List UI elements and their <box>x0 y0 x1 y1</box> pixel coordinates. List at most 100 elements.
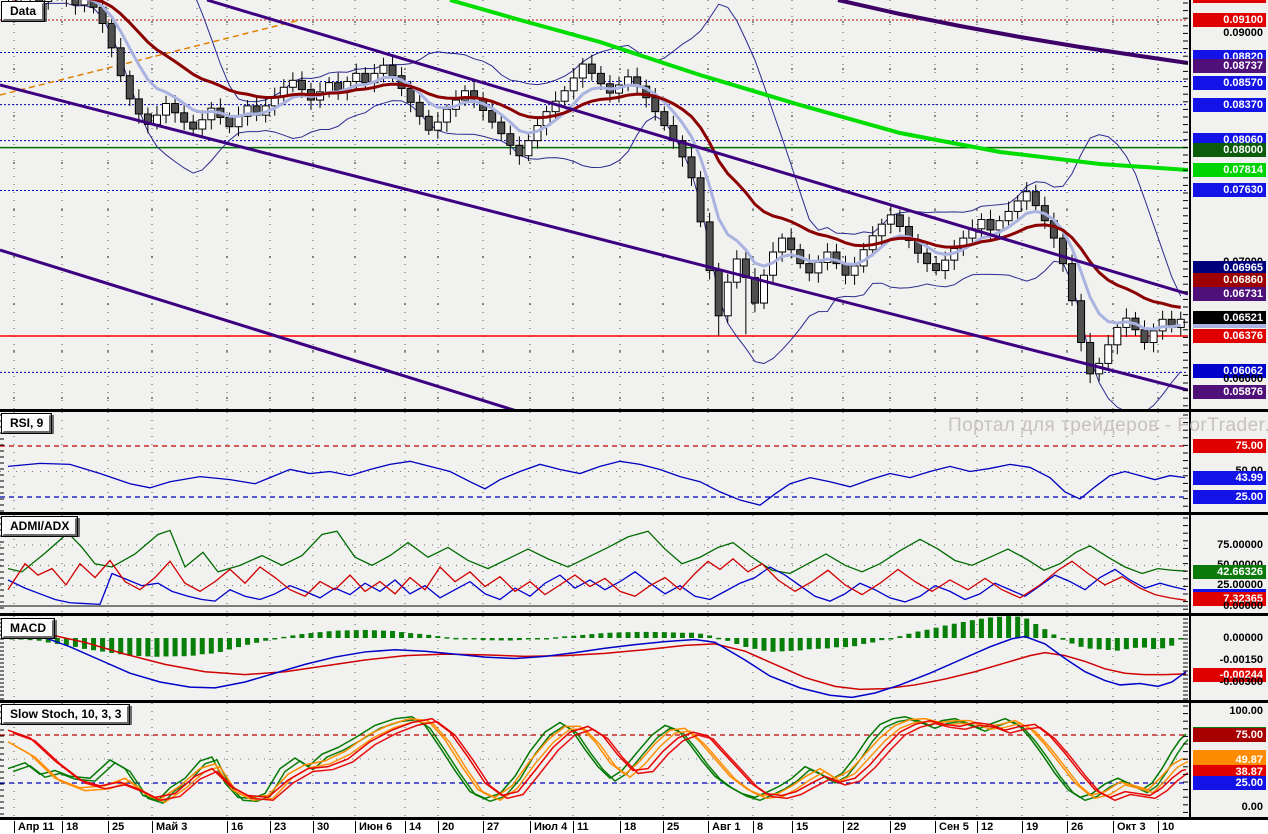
price-axis-label: 0.07814 <box>1193 163 1266 177</box>
price-axis-label: 100.00 <box>1229 705 1263 717</box>
panel-separator <box>0 817 1268 820</box>
price-axis-label: 0.06860 <box>1193 273 1266 287</box>
time-axis-tick <box>708 821 709 833</box>
time-axis-tick <box>14 821 15 833</box>
price-axis-label: 0.07630 <box>1193 183 1266 197</box>
rsi-panel-layer <box>0 412 1188 512</box>
time-axis-tick <box>108 821 109 833</box>
stoch-panel-layer <box>0 703 1188 817</box>
main-panel-layer <box>0 0 1188 409</box>
time-axis-label: 23 <box>274 821 287 833</box>
time-axis-label: 18 <box>624 821 637 833</box>
panel-separator[interactable] <box>0 700 1268 703</box>
price-axis-label: 0.06965 <box>1193 261 1266 275</box>
time-axis-label: 19 <box>1026 821 1039 833</box>
price-axis-label: 75.00 <box>1193 728 1266 742</box>
price-axis-label: 0.06376 <box>1193 329 1266 343</box>
price-axis-label: -0.00300 <box>1219 676 1263 688</box>
time-axis[interactable]: Апр 11 18 25 Май 3 16 23 30 Июн 6 14 20 27 Июл 4 11 1… <box>0 820 1268 834</box>
price-axis-label: 0.08000 <box>1193 143 1266 157</box>
time-axis-tick <box>355 821 356 833</box>
data-window-button[interactable]: Data <box>0 1 46 22</box>
time-axis-tick <box>1158 821 1159 833</box>
adx-panel-layer <box>0 515 1188 613</box>
time-axis-tick <box>530 821 531 833</box>
time-axis-tick <box>792 821 793 833</box>
price-axis-label: 0.09000 <box>1223 27 1263 39</box>
time-axis-label: 14 <box>409 821 422 833</box>
time-axis-label: 25 <box>667 821 680 833</box>
price-axis-label: 75.00 <box>1193 439 1266 453</box>
time-axis-label: Окт 3 <box>1117 821 1146 833</box>
price-axis-label: -0.00150 <box>1219 654 1263 666</box>
macd-panel-label[interactable]: MACD <box>1 618 55 639</box>
time-axis-label: 8 <box>757 821 764 833</box>
price-axis-label: 0.08370 <box>1193 98 1266 112</box>
panel-separator[interactable] <box>0 512 1268 515</box>
price-axis-label: 0.00 <box>1241 801 1263 813</box>
stoch-panel-label[interactable]: Slow Stoch, 10, 3, 3 <box>0 704 131 725</box>
time-axis-tick <box>620 821 621 833</box>
price-axis-sliver <box>1193 589 1266 593</box>
time-axis-label: 12 <box>981 821 994 833</box>
price-axis-sliver <box>1193 750 1266 754</box>
time-axis-label: Июл 4 <box>534 821 568 833</box>
time-axis-tick <box>438 821 439 833</box>
time-axis-label: 25 <box>112 821 125 833</box>
time-axis-tick <box>152 821 153 833</box>
time-axis-label: 10 <box>1162 821 1175 833</box>
price-axis-label: 0.06062 <box>1193 364 1266 378</box>
time-axis-tick <box>1113 821 1114 833</box>
time-axis-tick <box>62 821 63 833</box>
time-axis-label: 22 <box>847 821 860 833</box>
panel-separator[interactable] <box>0 409 1268 412</box>
time-axis-label: 30 <box>317 821 330 833</box>
time-axis-label: 18 <box>66 821 79 833</box>
price-axis-label: 42.66326 <box>1193 565 1266 579</box>
time-axis-label: Июн 6 <box>359 821 393 833</box>
adx-panel-label[interactable]: ADMI/ADX <box>0 516 79 537</box>
time-axis-tick <box>1022 821 1023 833</box>
time-axis-label: Сен 5 <box>939 821 969 833</box>
time-axis-tick <box>753 821 754 833</box>
time-axis-tick <box>227 821 228 833</box>
panel-separator[interactable] <box>0 613 1268 616</box>
time-axis-label: Май 3 <box>156 821 188 833</box>
time-axis-label: 15 <box>796 821 809 833</box>
macd-panel-layer <box>7 616 1187 700</box>
time-axis-tick <box>977 821 978 833</box>
price-axis-label: 75.00000 <box>1217 539 1263 551</box>
rsi-panel-label[interactable]: RSI, 9 <box>0 413 53 434</box>
price-axis-label: 0.08737 <box>1193 59 1266 73</box>
time-axis-label: Авг 1 <box>712 821 741 833</box>
time-axis-tick <box>483 821 484 833</box>
price-axis-label: 25.00 <box>1193 776 1266 790</box>
price-axis-label: 0.00000 <box>1223 600 1263 612</box>
time-axis-tick <box>890 821 891 833</box>
price-axis-label: 0.09300 <box>1193 0 1266 3</box>
price-axis-label: 0.08570 <box>1193 76 1266 90</box>
candles-layer <box>8 0 1185 384</box>
time-axis-label: 27 <box>487 821 500 833</box>
time-axis-tick <box>313 821 314 833</box>
price-axis-label: 0.00000 <box>1223 632 1263 644</box>
price-axis-label: 43.99 <box>1193 471 1266 485</box>
time-axis-tick <box>573 821 574 833</box>
price-axis-label: 0.06521 <box>1193 311 1266 325</box>
price-axis-label: 0.06731 <box>1193 287 1266 301</box>
time-axis-tick <box>935 821 936 833</box>
time-axis-tick <box>1067 821 1068 833</box>
time-axis-tick <box>663 821 664 833</box>
price-axis-label: 49.87 <box>1193 753 1266 767</box>
time-axis-tick <box>405 821 406 833</box>
time-axis-label: 11 <box>577 821 589 833</box>
time-axis-label: 29 <box>894 821 907 833</box>
time-axis-label: 26 <box>1071 821 1084 833</box>
time-axis-label: 20 <box>442 821 455 833</box>
price-axis-label: 25.00000 <box>1217 579 1263 591</box>
price-axis-label: 38.87 <box>1193 765 1266 779</box>
time-axis-label: 16 <box>231 821 244 833</box>
price-axis-label: 0.05876 <box>1193 385 1266 399</box>
